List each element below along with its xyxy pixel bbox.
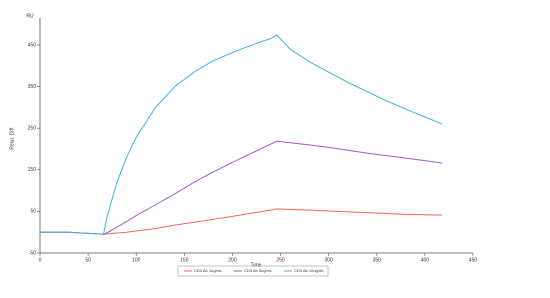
y-unit: RU	[26, 13, 34, 19]
x-axis-label: Time	[251, 262, 262, 268]
x-tick-label: 100	[132, 257, 141, 263]
y-axis-label: Resp. Diff.	[9, 126, 15, 149]
legend-label: CD3 Ab 10ug/mL	[294, 268, 325, 273]
y-tick-label: 50	[30, 209, 36, 215]
x-tick-label: 350	[373, 257, 382, 263]
data-line	[40, 34, 443, 235]
y-tick-label: 150	[28, 167, 37, 173]
x-tick-label: 400	[421, 257, 430, 263]
x-tick-label: 0	[39, 257, 42, 263]
x-tick-label: 300	[324, 257, 333, 263]
x-tick-label: 150	[180, 257, 189, 263]
legend-box	[177, 265, 329, 277]
legend-label: CD3 Ab 1ug/mL	[194, 268, 223, 273]
x-tick-label: 250	[276, 257, 285, 263]
y-tick-label: 450	[28, 42, 37, 48]
y-tick-label: -50	[29, 250, 36, 256]
y-tick-label: 250	[28, 126, 37, 132]
x-tick-label: 50	[85, 257, 91, 263]
data-line	[40, 140, 443, 235]
data-line	[40, 208, 443, 235]
x-tick-label: 450	[469, 257, 478, 263]
legend-label: CD3 Ab 5ug/mL	[244, 268, 273, 273]
y-tick-label: 350	[28, 84, 37, 90]
x-tick-label: 200	[228, 257, 237, 263]
